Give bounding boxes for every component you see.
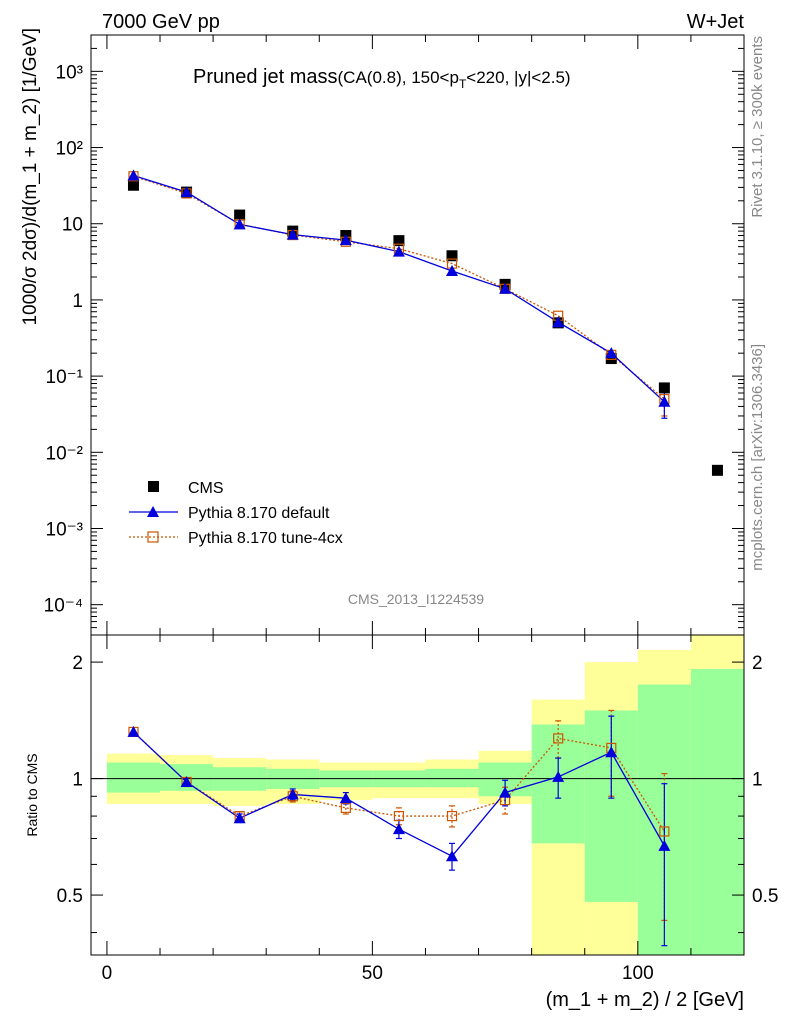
pythia-default-point: [233, 218, 246, 230]
legend-label-pythia-tune: Pythia 8.170 tune-4cx: [188, 530, 343, 547]
ratio-band-green: [106, 762, 161, 793]
cms-point: [658, 382, 670, 394]
pythia-default-point: [392, 245, 405, 257]
pythia-default-point: [552, 316, 565, 328]
ratio-pythia-default-point: [339, 792, 352, 804]
ratio-plot-frame: [90, 634, 745, 956]
ratio-y-axis-label: Ratio to CMS: [24, 753, 40, 836]
cms-point: [127, 179, 139, 191]
ratio-pythia-default-point: [286, 788, 299, 800]
ratio-y-tick-label-right: 2: [752, 653, 763, 674]
main-plot: 10⁻⁴ 10⁻³ 10⁻² 10⁻¹ 1 10 10² 10³ Pruned jet mas…: [20, 28, 745, 636]
ratio-series: [127, 709, 671, 947]
ratio-pythia-default-point: [127, 725, 140, 737]
pythia-default-line: [133, 174, 665, 403]
ratio-plot: 0.5 0.5 1 1 2 2 0 50 100 Ratio to CMS (m_1 + m_2…: [24, 634, 778, 1011]
ratio-y-tick-label-left: 2: [72, 653, 83, 674]
pythia-default-point: [658, 395, 671, 407]
ratio-y-tick-label-left: 0.5: [57, 886, 83, 907]
x-tick-label: 100: [622, 963, 654, 984]
pythia-default-point: [499, 282, 512, 294]
ratio-pythia-default-point: [446, 850, 459, 862]
plot-title-main: Pruned jet mass: [193, 66, 338, 88]
cms-point: [234, 209, 246, 221]
ratio-pythia-default-point: [392, 823, 405, 835]
pythia-default-point: [286, 228, 299, 240]
ratio-pythia-default-point: [658, 839, 671, 851]
main-y-axis-label: 1000/σ 2dσ)/d(m_1 + m_2) [1/GeV]: [20, 28, 41, 326]
ratio-y-tick-label-right: 1: [752, 770, 763, 791]
main-y-tick-label: 10³: [56, 62, 83, 83]
ratio-band-green: [690, 668, 744, 955]
ratio-pythia-default-point: [180, 775, 193, 787]
ratio-pythia-tune-point: [393, 810, 405, 822]
main-y-tick-label: 10²: [56, 139, 83, 160]
main-y-tick-label: 10⁻²: [46, 443, 84, 464]
legend-marker-pythia-default: [147, 506, 159, 517]
ratio-pythia-default-point: [605, 746, 618, 758]
cms-point: [393, 235, 405, 247]
ratio-pythia-default-point: [233, 812, 246, 824]
pythia-tune-line: [133, 175, 665, 400]
pythia-default-point: [605, 347, 618, 359]
ratio-band-green: [425, 768, 479, 788]
plot-title-sub-2: T: [459, 77, 467, 91]
pythia-default-point: [180, 186, 193, 198]
ratio-ticks: 0.5 0.5 1 1 2 2 0 50 100: [57, 635, 778, 984]
ratio-uncertainty-bands: [106, 635, 744, 955]
pythia-default-point: [339, 234, 352, 246]
main-y-tick-label: 10⁻¹: [46, 367, 84, 388]
x-tick-label: 0: [102, 963, 113, 984]
plot-title-sub-3: <220, |y|<2.5): [466, 68, 570, 87]
pythia-default-point: [446, 264, 459, 276]
plot-title-sub-1: (CA(0.8), 150<p: [338, 68, 459, 87]
mcplots-label: mcplots.cern.ch [arXiv:1306.3436]: [749, 344, 766, 571]
cms-point: [605, 353, 617, 365]
main-y-tick-label: 10⁻⁴: [44, 596, 83, 617]
pythia-default-point: [127, 169, 140, 181]
main-series: [127, 169, 723, 476]
rivet-version-label: Rivet 3.1.10, ≥ 300k events: [749, 36, 766, 218]
ratio-pythia-default-point: [552, 770, 565, 782]
main-y-tick-label: 1: [72, 291, 83, 312]
header-left: 7000 GeV pp: [102, 11, 220, 33]
legend-label-cms: CMS: [188, 480, 224, 497]
legend-marker-pythia-tune: [147, 531, 159, 543]
ratio-y-tick-label-left: 1: [72, 770, 83, 791]
cms-point: [446, 250, 458, 262]
legend-marker-cms: [148, 481, 159, 492]
legend: CMS Pythia 8.170 default Pythia 8.170 tu…: [129, 480, 343, 547]
header-right: W+Jet: [687, 11, 745, 33]
ratio-pythia-default-point: [499, 786, 512, 798]
x-tick-label: 50: [362, 963, 383, 984]
legend-label-pythia-default: Pythia 8.170 default: [188, 505, 330, 522]
x-axis-label: (m_1 + m_2) / 2 [GeV]: [546, 989, 744, 1011]
analysis-watermark: CMS_2013_I1224539: [348, 591, 484, 607]
main-y-tick-label: 10⁻³: [46, 519, 84, 540]
main-y-ticks: 10⁻⁴ 10⁻³ 10⁻² 10⁻¹ 1 10 10² 10³: [44, 34, 745, 636]
ratio-pythia-tune-point: [553, 733, 564, 744]
main-y-tick-label: 10: [62, 215, 83, 236]
plot-title: Pruned jet mass(CA(0.8), 150<pT<220, |y|…: [193, 66, 571, 91]
cms-point: [711, 464, 723, 476]
ratio-pythia-tune-point: [446, 810, 458, 822]
ratio-pythia-tune-point: [659, 826, 670, 837]
ratio-y-tick-label-right: 0.5: [752, 886, 778, 907]
ratio-pythia-tune-point: [340, 802, 351, 813]
